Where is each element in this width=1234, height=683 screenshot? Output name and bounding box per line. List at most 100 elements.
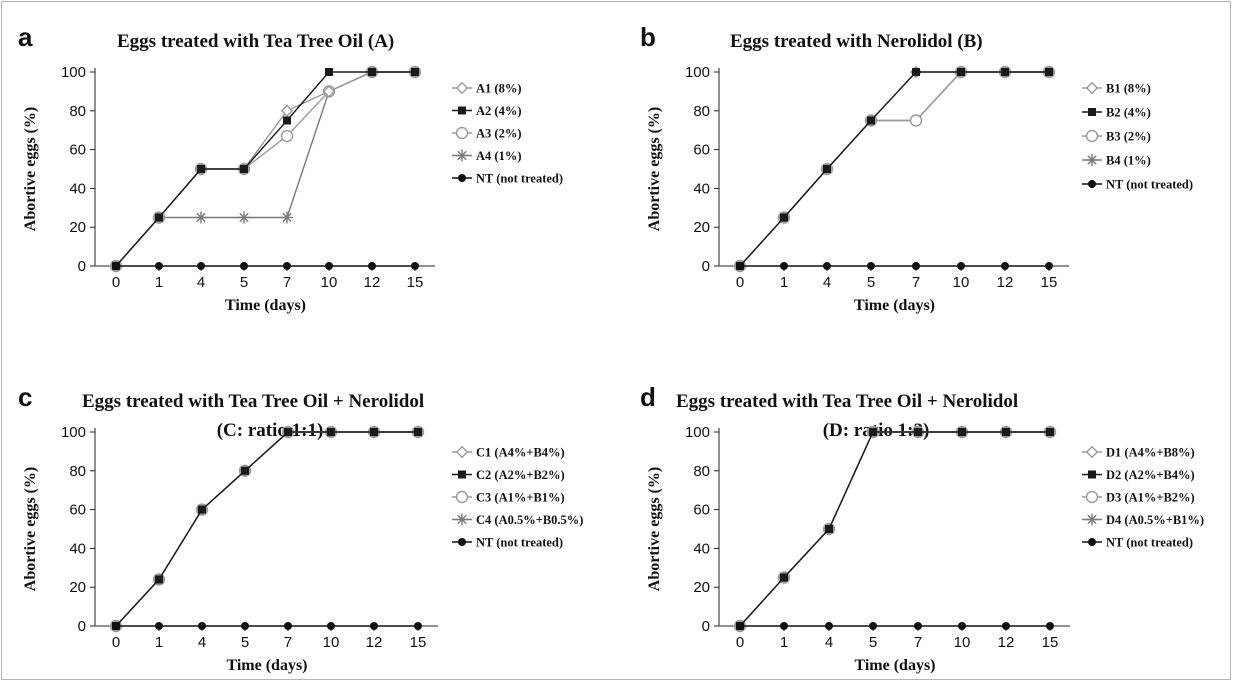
y-tick-label: 60 [69,502,86,519]
legend-label: C4 (A0.5%+B0.5%) [476,513,583,527]
data-point [780,573,788,582]
y-tick-label: 0 [702,618,710,635]
legend-marker [1088,108,1096,116]
legend-item: A4 (1%) [452,149,521,163]
legend-marker [1088,470,1096,479]
legend-item: NT (not treated) [1082,178,1193,192]
legend-marker [1088,538,1096,546]
legend-label: B2 (4%) [1106,106,1151,120]
legend-marker [1085,445,1099,459]
data-point [958,622,966,630]
x-tick-label: 12 [364,274,381,291]
data-point [867,262,875,270]
data-point [780,262,788,270]
series-line [115,431,418,627]
data-point [411,262,419,270]
legend-marker [458,174,466,182]
series-1 [733,65,1056,273]
legend-label: C1 (A4%+B4%) [476,446,565,460]
x-tick-label: 10 [321,274,338,291]
series-2 [112,428,422,630]
series-5 [112,622,422,630]
data-point [1046,428,1054,436]
series-line [115,71,415,267]
x-tick-label: 15 [1042,634,1059,651]
legend-marker [455,81,469,95]
data-point [325,68,333,76]
legend-marker [1085,490,1099,504]
x-tick-label: 1 [780,634,788,651]
legend-label: A4 (1%) [476,149,521,163]
legend-marker [458,106,466,115]
legend-item: D3 (A1%+B2%) [1082,491,1195,505]
legend-item: A1 (8%) [452,82,521,96]
series-2 [736,428,1054,630]
series-line [739,71,1049,267]
x-tick-label: 7 [283,274,291,291]
data-point [1002,622,1010,630]
x-axis-title: Time (days) [854,657,935,674]
x-tick-label: 7 [284,634,292,651]
data-point [1045,262,1053,270]
series-line [739,431,1050,627]
panel-c: c Eggs treated with Tea Tree Oil + Neroli… [18,382,583,674]
x-tick-label: 5 [867,274,875,291]
y-axis-title: Abortive eggs (%) [22,467,39,591]
legend-marker [1086,513,1098,526]
legend-label: A1 (8%) [476,82,521,96]
panel-letter: c [18,382,32,412]
data-point [238,211,250,224]
data-point [112,622,120,630]
x-tick-label: 5 [241,634,249,651]
x-tick-label: 12 [998,634,1015,651]
data-point [284,622,292,630]
x-tick-label: 4 [825,634,833,651]
data-point [280,104,294,117]
y-axis-title: Abortive eggs (%) [646,467,663,591]
legend: B1 (8%) B2 (4%) B3 (2%) B4 (1%) NT (not trea… [1082,82,1193,192]
series-1 [109,65,422,273]
y-tick-label: 40 [69,540,86,557]
legend-marker [1088,180,1096,188]
series-line [739,431,1050,627]
legend-item: A3 (2%) [452,127,521,141]
data-point [914,428,922,436]
data-point [370,428,378,436]
panel-letter: a [18,22,33,52]
series-1 [109,425,425,633]
legend-marker [458,470,466,479]
series-line [115,431,418,627]
panel-b: b Eggs treated with Nerolidol (B)02040608… [640,22,1193,314]
legend-label: B3 (2%) [1106,130,1151,144]
data-point [112,262,120,270]
data-point [869,622,877,630]
series-2 [112,68,419,270]
series-line [115,71,415,267]
data-point [370,622,378,630]
x-tick-label: 0 [112,634,120,651]
legend-marker [456,513,468,526]
legend-marker [455,490,469,504]
series-3 [109,65,422,273]
x-tick-label: 1 [155,634,163,651]
y-tick-label: 100 [685,424,710,441]
legend-label: D4 (A0.5%+B1%) [1106,513,1204,527]
data-point [411,68,419,76]
y-tick-label: 0 [78,258,86,275]
data-point [283,262,291,270]
series-line [739,431,1050,627]
series-4 [734,66,1055,272]
y-tick-label: 20 [69,579,86,596]
series-3 [733,65,1056,273]
data-point [909,114,923,127]
panel-d: d Eggs treated with Tea Tree Oil + Neroli… [640,382,1204,674]
data-point [197,165,205,173]
y-axis-title: Abortive eggs (%) [22,107,39,231]
chart-title: Eggs treated with Tea Tree Oil (A) [117,31,394,52]
data-point [1046,622,1054,630]
x-tick-label: 5 [240,274,248,291]
series-line [115,431,418,627]
data-point [322,85,336,98]
data-point [958,428,966,436]
